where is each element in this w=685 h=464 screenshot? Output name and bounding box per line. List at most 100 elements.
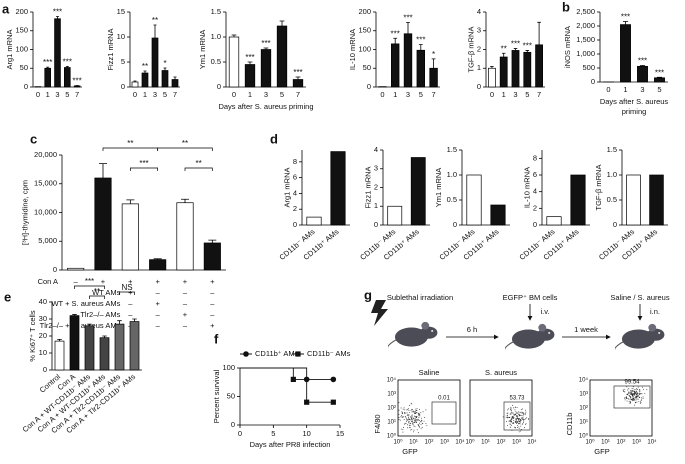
event-dot [406, 419, 408, 421]
event-dot [419, 422, 420, 424]
bar [499, 56, 508, 88]
event-dot [416, 422, 418, 423]
y-axis-label: Fizz1 mRNA [364, 166, 373, 208]
event-dot [408, 417, 409, 419]
error-bar [126, 199, 135, 204]
error-bar [117, 320, 122, 325]
significance: *** [638, 57, 647, 66]
bar [306, 216, 322, 226]
event-dot [506, 421, 508, 423]
event-dot [518, 420, 520, 422]
event-dot [528, 418, 530, 420]
error-bar [263, 47, 269, 50]
bar [654, 77, 665, 83]
condition-label: WT + S. aureus AMs [51, 299, 120, 308]
y-tick-label: 1.0 [607, 170, 617, 179]
event-dot [629, 398, 631, 400]
event-dot [517, 423, 519, 425]
x-tick-label: 0 [606, 85, 610, 94]
event-dot [624, 388, 626, 390]
x-tick-label: 7 [173, 90, 177, 99]
y-tick-label: 8 [293, 157, 297, 166]
event-dot [633, 390, 635, 392]
event-dot [638, 397, 640, 399]
x-axis-label: priming [622, 107, 647, 116]
event-dot [411, 416, 413, 418]
event-dot [400, 407, 402, 409]
event-dot [635, 389, 637, 391]
error-bar [247, 61, 253, 65]
y-tick-label: 150 [15, 26, 28, 35]
event-dot [399, 419, 401, 421]
y-tick-label: 2 [374, 182, 378, 191]
bracket-label: ** [94, 287, 100, 296]
event-dot [525, 418, 527, 420]
condition-sign: + [210, 321, 215, 330]
bar [73, 85, 81, 88]
error-bar [46, 66, 50, 69]
event-dot [518, 431, 520, 433]
event-dot [411, 417, 413, 419]
event-dot [520, 425, 522, 427]
y-axis-label: TGF-β mRNA [594, 165, 603, 211]
event-dot [415, 408, 417, 410]
event-dot [515, 418, 516, 420]
event-dot [404, 423, 405, 425]
error-bar [208, 239, 217, 243]
y-tick-label: 0 [231, 420, 235, 429]
event-dot [631, 392, 633, 394]
bar [546, 216, 562, 226]
event-dot [407, 418, 409, 420]
bar [54, 18, 61, 88]
marker [330, 399, 336, 405]
error-bar [501, 52, 506, 57]
event-dot [512, 407, 514, 409]
event-dot [411, 421, 412, 423]
event-dot [523, 420, 525, 422]
event-dot [641, 393, 643, 395]
event-dot [411, 415, 413, 417]
event-dot [511, 411, 513, 413]
event-dot [410, 417, 412, 418]
bracket [102, 147, 159, 151]
event-dot [523, 418, 525, 420]
error-bar [72, 314, 77, 316]
y-tick-label: 100 [15, 44, 28, 53]
event-dot [398, 401, 400, 403]
event-dot [418, 413, 419, 415]
bracket [184, 167, 213, 171]
y-tick-label: 40 [39, 297, 47, 306]
event-dot [528, 418, 530, 420]
flow-x-tick: 10² [497, 440, 506, 446]
y-tick-label: 10 [39, 348, 47, 357]
x-tick-label: 0 [380, 90, 384, 99]
event-dot [519, 430, 521, 432]
y-tick-label: 15,000 [34, 179, 57, 188]
flow-x-tick: 10⁴ [527, 439, 537, 446]
event-dot [633, 399, 635, 400]
event-dot [636, 398, 638, 400]
event-dot [419, 420, 421, 421]
event-dot [413, 429, 415, 431]
event-dot [421, 426, 423, 428]
bar [429, 67, 438, 88]
y-tick-label: 0 [374, 220, 378, 229]
condition-label: Con A [38, 277, 58, 286]
event-dot [412, 410, 414, 412]
bar [570, 174, 586, 226]
legend-label: CD11b⁻ AMs [307, 349, 351, 358]
marker [295, 351, 301, 357]
y-axis-label: % Ki67⁺ T cells [28, 310, 37, 361]
marker [290, 376, 296, 382]
event-dot [525, 411, 527, 413]
y-axis-label: Fizz1 mRNA [106, 28, 115, 70]
x-tick-label: 3 [55, 90, 59, 99]
significance: *** [72, 77, 81, 86]
event-dot [631, 395, 633, 397]
significance: *** [261, 39, 270, 48]
event-dot [629, 396, 631, 398]
interval-label: 6 h [467, 325, 477, 334]
y-tick-label: 2,500 [576, 7, 595, 16]
event-dot [418, 416, 420, 418]
event-dot [403, 427, 405, 428]
